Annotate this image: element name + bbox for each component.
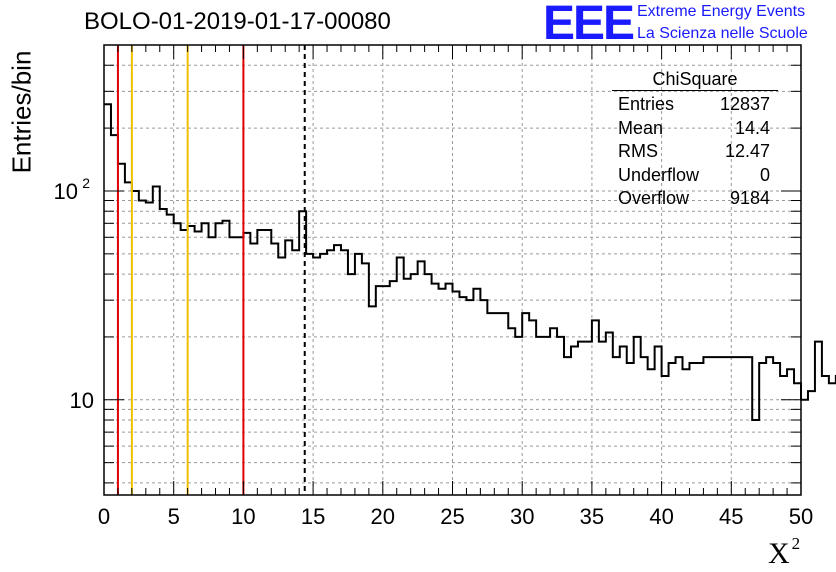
- stat-value: 12837: [719, 94, 770, 114]
- y-tick-label: 10: [54, 179, 78, 204]
- x-axis-label-superscript: 2: [791, 534, 801, 553]
- stats-box: ChiSquare Entries 12837 Mean 14.4 RMS 12.47…: [612, 68, 778, 211]
- x-tick-label: 10: [231, 504, 255, 529]
- logo-subtitle-line1: Extreme Energy Events: [637, 3, 806, 20]
- y-tick-label: 10: [70, 388, 94, 413]
- x-tick-label: 45: [719, 504, 743, 529]
- x-tick-label: 30: [510, 504, 534, 529]
- stat-label: Mean: [618, 117, 664, 138]
- stat-value: 9184: [729, 188, 770, 208]
- x-tick-label: 15: [301, 504, 325, 529]
- x-tick-label: 20: [371, 504, 395, 529]
- stat-row-overflow: Overflow 9184: [612, 187, 778, 211]
- stat-value: 0: [759, 164, 770, 185]
- x-tick-label: 50: [789, 504, 813, 529]
- stat-value: 12.47: [724, 141, 770, 161]
- eee-logo: EEE: [543, 0, 635, 50]
- x-tick-label: 25: [440, 504, 464, 529]
- stat-row-entries: Entries 12837: [612, 93, 778, 117]
- x-tick-label: 5: [168, 504, 180, 529]
- stat-label: Underflow: [618, 164, 700, 185]
- logo-subtitle-line2: La Scienza nelle Scuole: [637, 25, 808, 42]
- chart-title: BOLO-01-2019-01-17-00080: [84, 8, 391, 35]
- y-axis-label: Entries/bin: [6, 50, 37, 174]
- stat-label: Entries: [618, 94, 675, 114]
- stat-label: Overflow: [618, 188, 690, 208]
- x-tick-label: 40: [649, 504, 673, 529]
- stats-title: ChiSquare: [612, 68, 778, 91]
- x-axis-label-base: X: [768, 537, 790, 570]
- stat-row-mean: Mean 14.4: [612, 117, 778, 141]
- stat-label: RMS: [618, 141, 658, 161]
- x-tick-label: 35: [580, 504, 604, 529]
- stat-value: 14.4: [734, 117, 770, 138]
- y-tick-label-superscript: 2: [82, 175, 90, 191]
- stat-row-rms: RMS 12.47: [612, 140, 778, 164]
- stat-row-underflow: Underflow 0: [612, 164, 778, 188]
- x-tick-label: 0: [98, 504, 110, 529]
- histogram-series: [104, 103, 836, 422]
